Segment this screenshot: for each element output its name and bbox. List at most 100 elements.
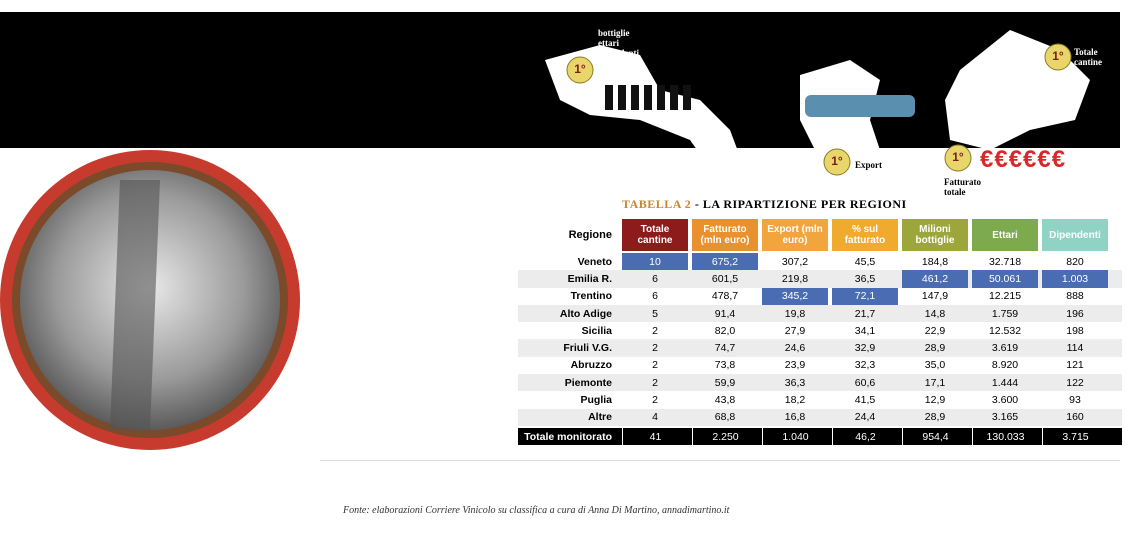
- table-cell: 74,7: [714, 342, 736, 355]
- header-cell: Fatturato (mln euro): [692, 219, 758, 251]
- table-cell: 93: [1069, 394, 1081, 407]
- table-cell: 14,8: [924, 307, 946, 320]
- total-cell: 2.250: [692, 427, 758, 446]
- table-cell: 36,5: [854, 272, 876, 285]
- header-cell: % sul fatturato: [832, 219, 898, 251]
- table-cell: 198: [1066, 324, 1084, 337]
- table-row: Emilia R. 6 601,5 219,8 36,5 461,2 50.061 1.003: [518, 270, 1122, 288]
- source: Fonte: elaborazioni Corriere Vinicolo su…: [343, 505, 730, 516]
- table-cell: Piemonte: [564, 376, 612, 389]
- title-prefix: TABELLA 2: [622, 197, 692, 211]
- table-cell: 114: [1066, 342, 1084, 355]
- table-cell: 18,2: [784, 394, 806, 407]
- badge-label: dipendenti: [598, 48, 640, 58]
- table-cell: Emilia R.: [567, 272, 612, 285]
- table-row: Puglia 2 43,8 18,2 41,5 12,9 3.600 93: [518, 391, 1122, 408]
- table-cell: 36,3: [784, 376, 806, 389]
- table-cell: 184,8: [921, 255, 949, 268]
- table-cell: 3.619: [991, 342, 1019, 355]
- table-cell: 24,6: [784, 342, 806, 355]
- table-cell: 17,1: [924, 376, 946, 389]
- table-cell: 32,9: [854, 342, 876, 355]
- table-cell: 43,8: [714, 394, 736, 407]
- total-cell: 1.040: [762, 427, 828, 446]
- table-cell: 27,9: [784, 324, 806, 337]
- euro-signs: €€€€€€: [980, 146, 1067, 173]
- total-cell: 954,4: [902, 427, 968, 446]
- table-cell: 23,9: [784, 359, 806, 372]
- table-cell: 307,2: [781, 255, 809, 268]
- ladder: [110, 180, 160, 430]
- table-cell: 196: [1066, 307, 1084, 320]
- table-cell: 147,9: [921, 290, 949, 303]
- total-cell: 130.033: [972, 427, 1038, 446]
- table-cell: 19,8: [784, 307, 806, 320]
- title: LA RIPARTIZIONE PER REGIONI: [702, 197, 907, 211]
- table-cell: 601,5: [711, 272, 739, 285]
- badge-label: cantine: [1074, 57, 1102, 67]
- table-row: Altre 4 68,8 16,8 24,4 28,9 3.165 160: [518, 408, 1122, 426]
- header-cell: Totale cantine: [622, 219, 688, 251]
- table-cell: 6: [652, 272, 658, 285]
- table-cell: 24,4: [854, 411, 876, 424]
- table-row: Alto Adige 5 91,4 19,8 21,7 14,8 1.759 196: [518, 304, 1122, 323]
- total-row: Totale monitorato 41 2.250 1.040 46,2 954,4 13…: [518, 427, 1122, 446]
- badge-rank: 1°: [1052, 49, 1064, 63]
- table-cell: 219,8: [781, 272, 809, 285]
- table-cell: 5: [652, 307, 658, 320]
- table-row: Sicilia 2 82,0 27,9 34,1 22,9 12.532 198: [518, 322, 1122, 339]
- table-cell: 8.920: [991, 359, 1019, 372]
- table-row: Friuli V.G. 2 74,7 24,6 32,9 28,9 3.619 114: [518, 339, 1122, 357]
- table-cell: 12.532: [988, 324, 1022, 337]
- bottles: [605, 85, 691, 110]
- table-cell: 82,0: [714, 324, 736, 337]
- badge-rank: 1°: [952, 150, 964, 164]
- table-cell: 4: [652, 411, 658, 424]
- table-cell: 41,5: [854, 394, 876, 407]
- table-cell: 888: [1066, 290, 1084, 303]
- badge-label: ettari: [598, 38, 619, 48]
- table-cell: Friuli V.G.: [563, 342, 612, 355]
- table-cell: 461,2: [902, 270, 968, 288]
- table-cell: 73,8: [714, 359, 736, 372]
- table-cell: 28,9: [924, 411, 946, 424]
- table-cell: 3.600: [991, 394, 1019, 407]
- truck: [805, 95, 915, 117]
- table-cell: 2: [652, 359, 658, 372]
- table-cell: 59,9: [714, 376, 736, 389]
- table-cell: 2: [652, 376, 658, 389]
- header-row: Regione Totale cantine Fatturato (mln euro…: [518, 219, 1122, 251]
- table-cell: Veneto: [577, 255, 612, 268]
- badge-label: Export: [855, 160, 882, 170]
- total-cell: 3.715: [1042, 427, 1108, 446]
- rule: [320, 460, 1120, 461]
- table-cell: 2: [652, 342, 658, 355]
- table-cell: Puglia: [580, 394, 612, 407]
- table-cell: 675,2: [692, 253, 758, 271]
- badge-label: Fatturato: [944, 177, 981, 187]
- total-cell: 46,2: [832, 427, 898, 446]
- table-cell: 160: [1066, 411, 1084, 424]
- total-cell: 41: [622, 427, 688, 446]
- table-cell: Alto Adige: [559, 307, 612, 320]
- table-cell: 16,8: [784, 411, 806, 424]
- table-cell: 72,1: [832, 287, 898, 305]
- table: Regione Totale cantine Fatturato (mln euro…: [518, 219, 1122, 446]
- badge-rank: 1°: [574, 62, 586, 76]
- header-cell: Dipendenti: [1042, 219, 1108, 251]
- table-cell: 1.003: [1042, 270, 1108, 288]
- badge-label: bottiglie: [598, 28, 630, 38]
- table-cell: 32.718: [988, 255, 1022, 268]
- table-cell: 35,0: [924, 359, 946, 372]
- table-cell: 68,8: [714, 411, 736, 424]
- table-cell: 12,9: [924, 394, 946, 407]
- table-cell: 478,7: [711, 290, 739, 303]
- table-cell: 122: [1066, 376, 1084, 389]
- badge-label: totale: [944, 187, 966, 197]
- table-cell: 2: [652, 394, 658, 407]
- table-cell: Altre: [588, 411, 612, 424]
- header-cell: Export (mln euro): [762, 219, 828, 251]
- table-cell: 3.165: [991, 411, 1019, 424]
